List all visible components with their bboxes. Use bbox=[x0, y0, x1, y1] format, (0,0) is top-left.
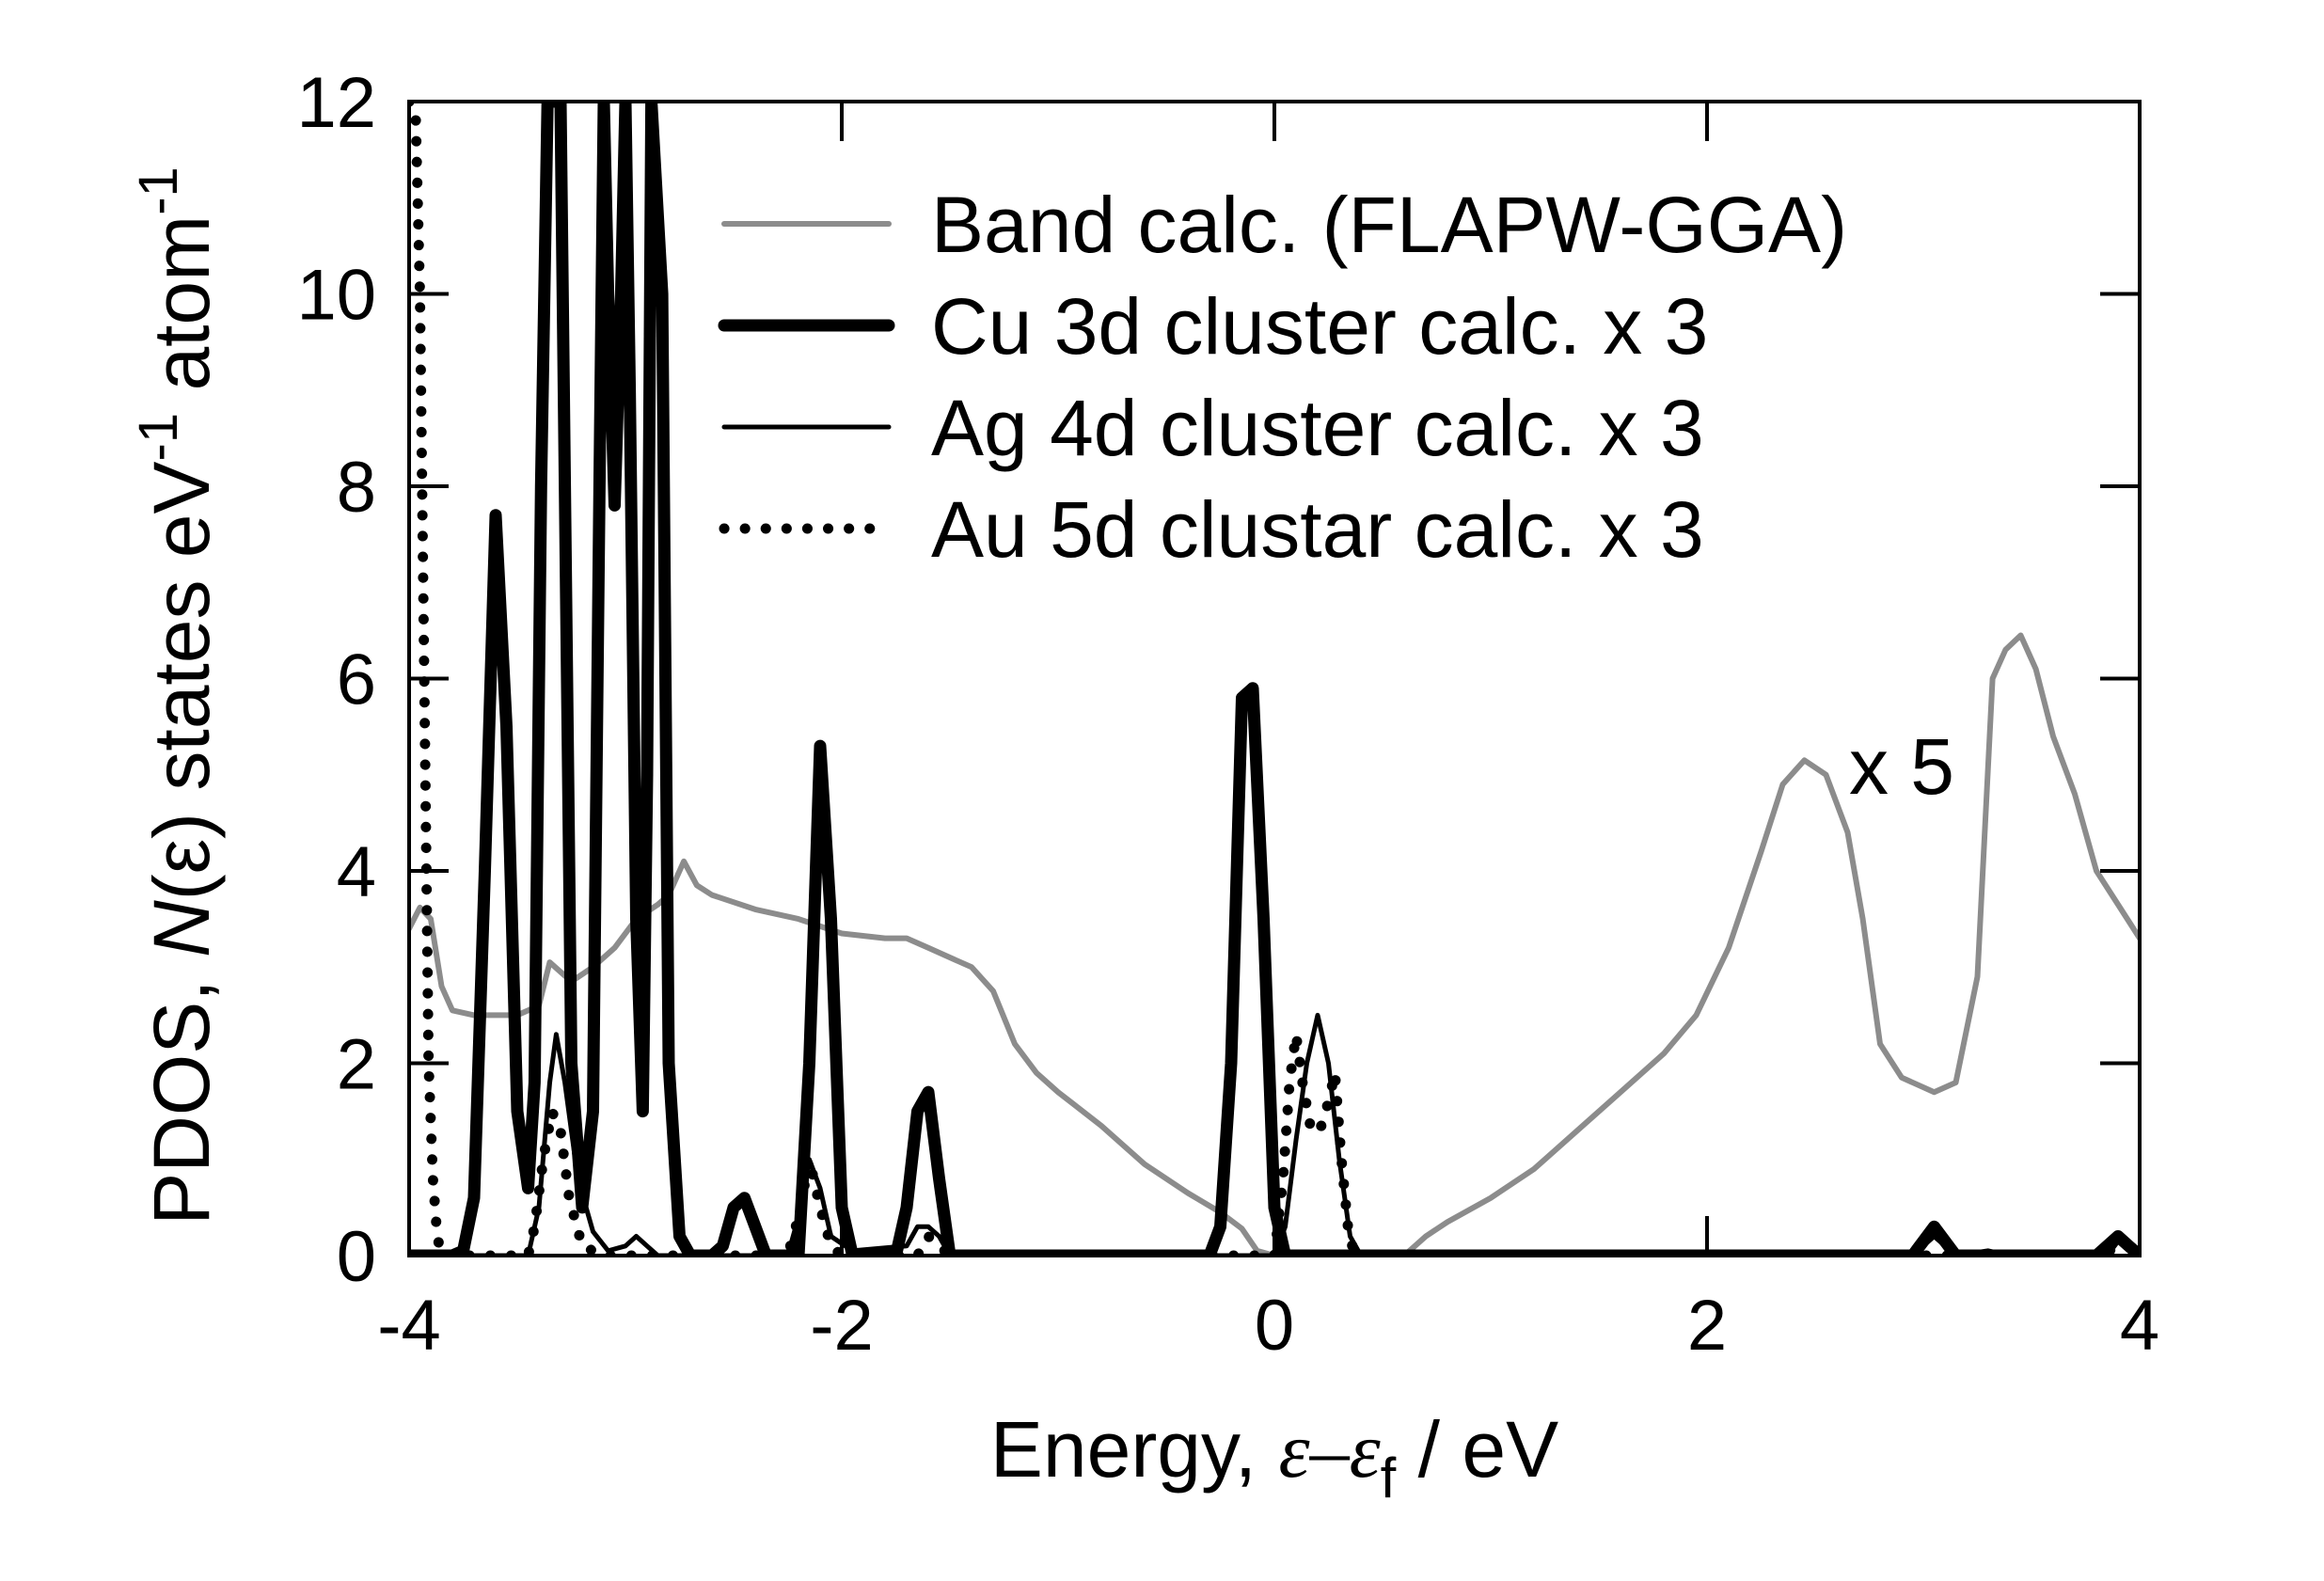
x-tick-label: -2 bbox=[810, 1286, 874, 1366]
y-tick-label: 6 bbox=[337, 640, 376, 720]
y-tick-label: 0 bbox=[337, 1217, 376, 1297]
y-axis-title-sup2: -1 bbox=[128, 166, 189, 215]
y-axis-title-italic: N bbox=[137, 900, 226, 957]
x-axis-title-subscript: f bbox=[1381, 1447, 1397, 1510]
x-axis-title-prefix: Energy, bbox=[990, 1405, 1279, 1494]
legend-label-1: Cu 3d cluster calc. x 3 bbox=[931, 282, 1708, 371]
x-tick-label: -4 bbox=[377, 1286, 441, 1366]
series-line-3 bbox=[409, 100, 2140, 1257]
legend: Band calc. (FLAPW-GGA) Cu 3d cluster calc… bbox=[718, 181, 1847, 574]
y-tick-label: 10 bbox=[296, 256, 376, 336]
legend-label-2: Ag 4d cluster calc. x 3 bbox=[931, 384, 1704, 472]
y-axis-title-sup1: -1 bbox=[128, 413, 189, 462]
y-tick-label: 4 bbox=[337, 832, 376, 912]
x-axis-title: Energy, ε–εf / eV bbox=[990, 1405, 1558, 1510]
series-layer bbox=[409, 100, 2140, 1257]
x-tick-label: 0 bbox=[1255, 1286, 1294, 1366]
y-axis-title-middle: (ε) states eV bbox=[137, 461, 226, 900]
y-tick-label: 12 bbox=[296, 63, 376, 143]
y-axis-title: PDOS, N(ε) states eV-1 atom-1 bbox=[128, 166, 226, 1225]
tick-labels: -4 -2 0 2 4 0 2 4 6 8 10 12 bbox=[296, 63, 2159, 1366]
x-axis-title-suffix: / eV bbox=[1396, 1405, 1558, 1494]
axis-ticks bbox=[407, 100, 2142, 1257]
y-axis-title-prefix: PDOS, bbox=[137, 957, 226, 1225]
x-tick-label: 2 bbox=[1687, 1286, 1727, 1366]
y-tick-label: 8 bbox=[337, 448, 376, 528]
legend-label-3: Au 5d clustar calc. x 3 bbox=[931, 485, 1704, 574]
legend-label-0: Band calc. (FLAPW-GGA) bbox=[931, 181, 1847, 269]
x-tick-label: 4 bbox=[2120, 1286, 2159, 1366]
x-axis-title-symbol: ε–ε bbox=[1278, 1407, 1381, 1494]
annotations: x 5 bbox=[1849, 722, 1954, 811]
y-axis-title-atom: atom bbox=[137, 215, 226, 413]
annotation-0: x 5 bbox=[1849, 722, 1954, 811]
y-tick-label: 2 bbox=[337, 1025, 376, 1105]
series-line-1 bbox=[409, 100, 2140, 1257]
